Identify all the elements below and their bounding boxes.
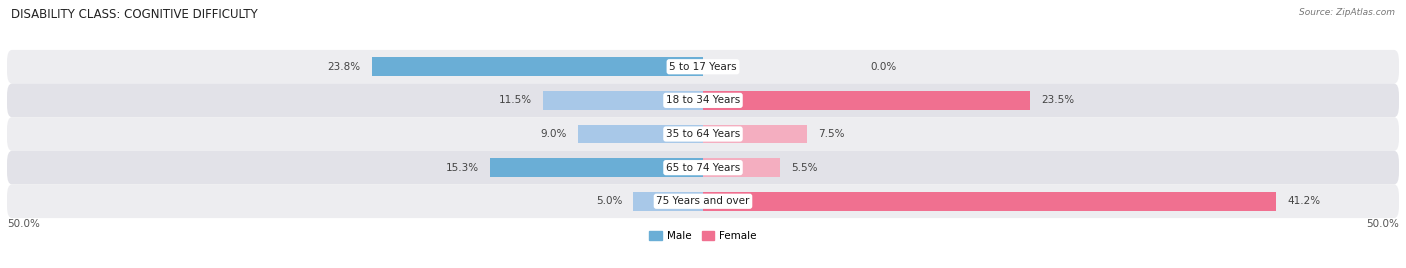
Bar — [578, 125, 703, 143]
Bar — [371, 58, 703, 76]
FancyBboxPatch shape — [7, 184, 1399, 218]
Text: Source: ZipAtlas.com: Source: ZipAtlas.com — [1299, 8, 1395, 17]
Text: 50.0%: 50.0% — [1367, 219, 1399, 229]
Text: 5 to 17 Years: 5 to 17 Years — [669, 62, 737, 72]
Text: 15.3%: 15.3% — [446, 163, 479, 173]
Text: 11.5%: 11.5% — [499, 95, 531, 105]
Bar — [543, 91, 703, 110]
Text: 23.8%: 23.8% — [328, 62, 360, 72]
Text: 41.2%: 41.2% — [1288, 196, 1320, 206]
Text: 9.0%: 9.0% — [540, 129, 567, 139]
Text: 0.0%: 0.0% — [870, 62, 896, 72]
Text: 75 Years and over: 75 Years and over — [657, 196, 749, 206]
Bar — [633, 192, 703, 210]
Text: 18 to 34 Years: 18 to 34 Years — [666, 95, 740, 105]
Legend: Male, Female: Male, Female — [645, 227, 761, 245]
FancyBboxPatch shape — [7, 151, 1399, 184]
Bar — [491, 158, 703, 177]
Text: DISABILITY CLASS: COGNITIVE DIFFICULTY: DISABILITY CLASS: COGNITIVE DIFFICULTY — [11, 8, 257, 21]
Text: 5.5%: 5.5% — [790, 163, 817, 173]
Text: 35 to 64 Years: 35 to 64 Years — [666, 129, 740, 139]
Text: 65 to 74 Years: 65 to 74 Years — [666, 163, 740, 173]
Text: 7.5%: 7.5% — [818, 129, 845, 139]
Bar — [703, 91, 1031, 110]
Text: 23.5%: 23.5% — [1042, 95, 1074, 105]
FancyBboxPatch shape — [7, 117, 1399, 151]
Text: 50.0%: 50.0% — [7, 219, 39, 229]
FancyBboxPatch shape — [7, 84, 1399, 117]
Bar — [703, 158, 779, 177]
FancyBboxPatch shape — [7, 50, 1399, 84]
Bar — [703, 192, 1277, 210]
Text: 5.0%: 5.0% — [596, 196, 623, 206]
Bar — [703, 125, 807, 143]
